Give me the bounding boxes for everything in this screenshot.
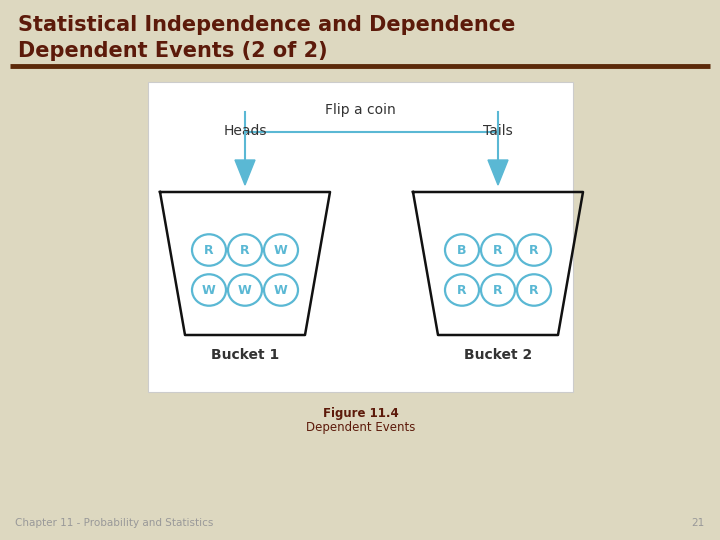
Ellipse shape <box>192 274 226 306</box>
Ellipse shape <box>481 274 515 306</box>
Ellipse shape <box>481 234 515 266</box>
Text: W: W <box>274 284 288 296</box>
Polygon shape <box>235 160 255 185</box>
Text: W: W <box>202 284 216 296</box>
Text: Tails: Tails <box>483 124 513 138</box>
Text: R: R <box>493 284 503 296</box>
Text: R: R <box>204 244 214 256</box>
Text: 21: 21 <box>692 518 705 528</box>
Ellipse shape <box>445 234 479 266</box>
Ellipse shape <box>517 274 551 306</box>
Text: B: B <box>457 244 467 256</box>
Text: Dependent Events: Dependent Events <box>306 421 415 434</box>
Ellipse shape <box>445 274 479 306</box>
Text: Dependent Events (2 of 2): Dependent Events (2 of 2) <box>18 41 328 61</box>
Text: Bucket 2: Bucket 2 <box>464 348 532 362</box>
Text: R: R <box>457 284 467 296</box>
Ellipse shape <box>264 274 298 306</box>
Ellipse shape <box>192 234 226 266</box>
Ellipse shape <box>264 234 298 266</box>
Polygon shape <box>488 160 508 185</box>
Text: Figure 11.4: Figure 11.4 <box>323 407 398 420</box>
Ellipse shape <box>228 234 262 266</box>
Text: Heads: Heads <box>223 124 266 138</box>
Text: R: R <box>529 284 539 296</box>
Text: Bucket 1: Bucket 1 <box>211 348 279 362</box>
Ellipse shape <box>228 274 262 306</box>
Ellipse shape <box>517 234 551 266</box>
Bar <box>148 82 573 392</box>
Text: Statistical Independence and Dependence: Statistical Independence and Dependence <box>18 15 516 35</box>
Text: W: W <box>238 284 252 296</box>
Text: Chapter 11 - Probability and Statistics: Chapter 11 - Probability and Statistics <box>15 518 213 528</box>
Text: Flip a coin: Flip a coin <box>325 103 396 117</box>
Text: W: W <box>274 244 288 256</box>
Text: R: R <box>240 244 250 256</box>
Text: R: R <box>493 244 503 256</box>
Text: R: R <box>529 244 539 256</box>
